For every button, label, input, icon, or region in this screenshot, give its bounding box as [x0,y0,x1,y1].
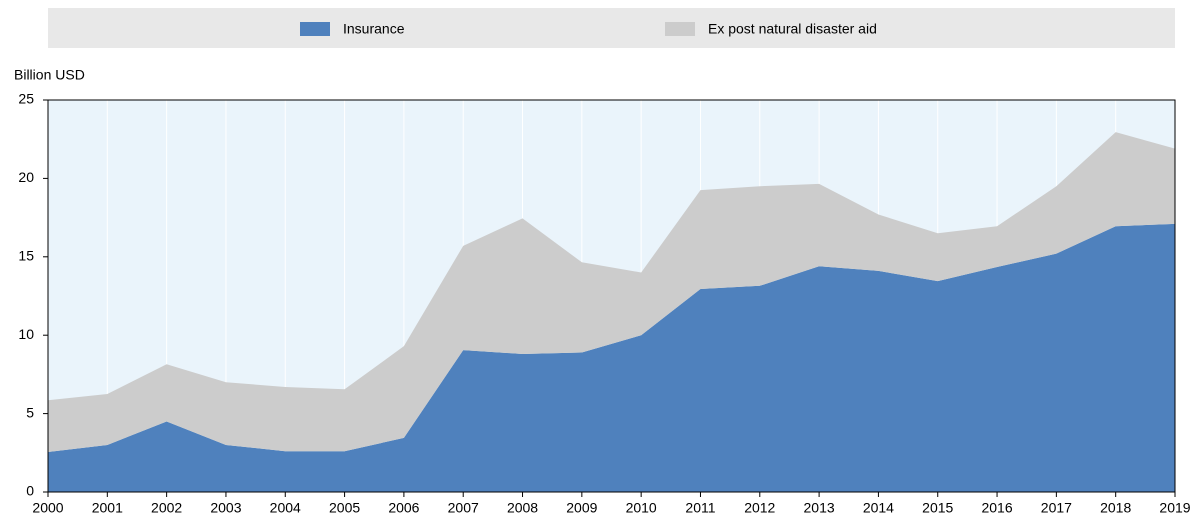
y-tick-label: 10 [18,326,34,342]
x-tick-label: 2016 [981,500,1012,516]
y-tick-label: 20 [18,169,34,185]
legend-swatch [665,22,695,36]
x-tick-label: 2002 [151,500,182,516]
area [48,223,1175,492]
x-tick-label: 2013 [804,500,835,516]
y-tick-label: 15 [18,248,34,264]
area [48,132,1175,453]
legend-label: Insurance [343,21,405,37]
x-tick-label: 2000 [32,500,63,516]
y-tick-label: 0 [26,483,34,499]
legend-label: Ex post natural disaster aid [708,21,877,37]
x-tick-label: 2010 [626,500,657,516]
y-tick-label: 25 [18,91,34,107]
x-tick-label: 2014 [863,500,894,516]
x-tick-label: 2009 [566,500,597,516]
legend-background [48,8,1175,48]
plot-frame [47,99,1176,493]
y-axis-label: Billion USD [14,67,85,83]
x-tick-label: 2006 [388,500,419,516]
x-tick-label: 2018 [1100,500,1131,516]
x-tick-label: 2003 [210,500,241,516]
x-tick-label: 2019 [1159,500,1190,516]
x-tick-label: 2008 [507,500,538,516]
y-tick-label: 5 [26,404,34,420]
x-tick-label: 2011 [685,500,715,516]
x-tick-label: 2012 [744,500,775,516]
x-tick-label: 2007 [448,500,479,516]
x-tick-label: 2017 [1041,500,1072,516]
legend-swatch [300,22,330,36]
x-tick-label: 2001 [92,500,123,516]
x-tick-label: 2015 [922,500,953,516]
x-tick-label: 2004 [270,500,301,516]
x-tick-label: 2005 [329,500,360,516]
